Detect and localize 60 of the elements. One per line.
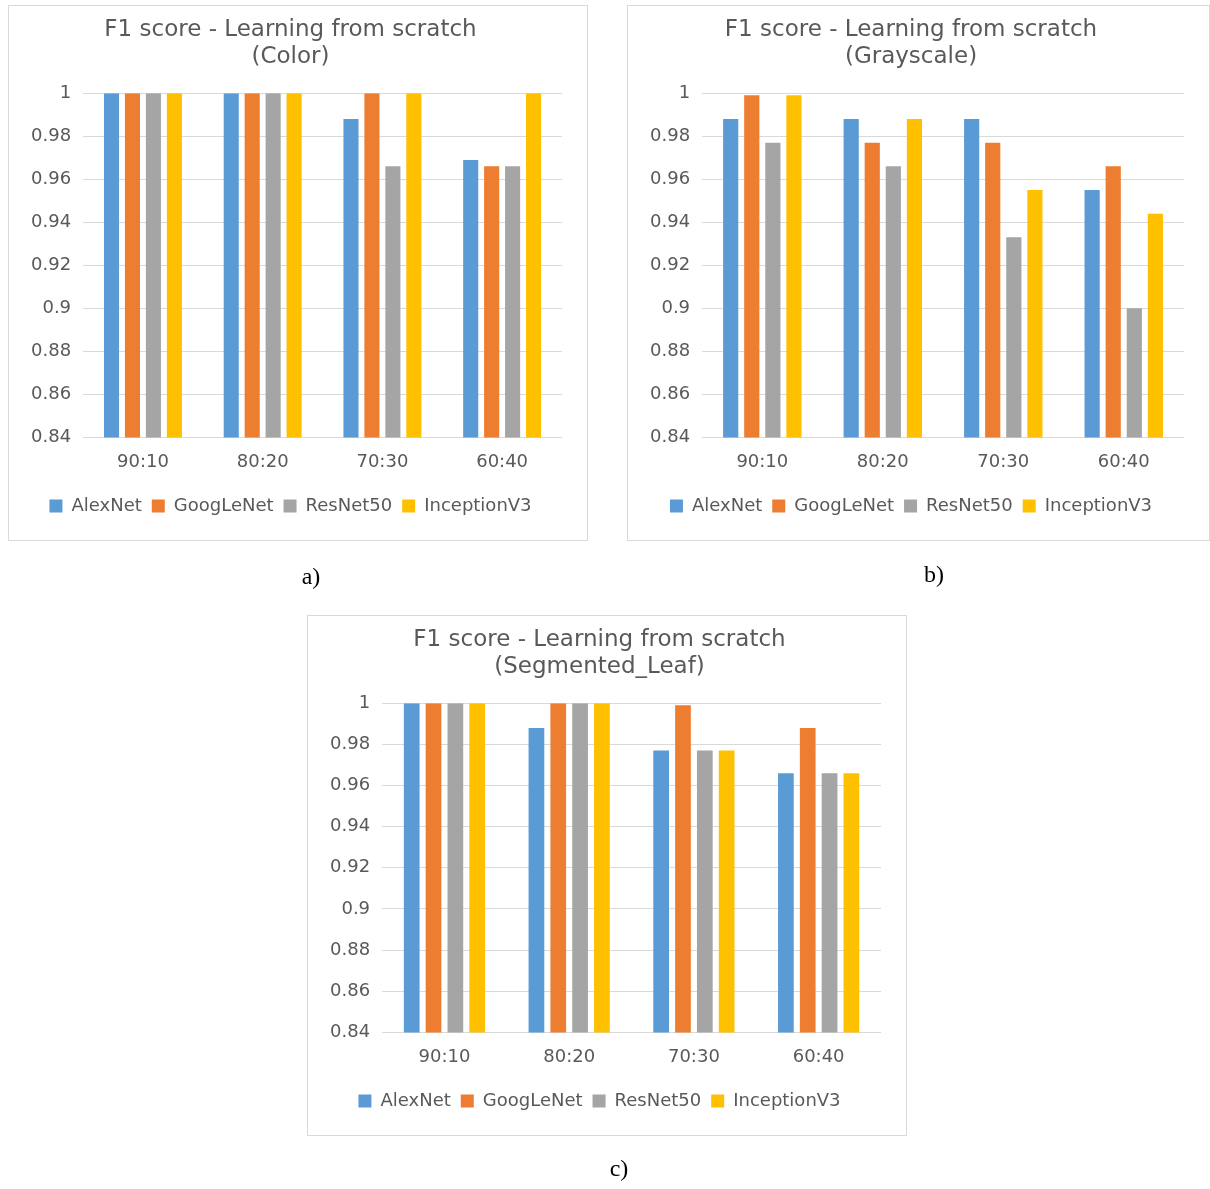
y-tick-label: 0.94 (650, 209, 691, 231)
text: (Segmented_Leaf) (494, 652, 705, 679)
y-tick-label: 0.9 (341, 896, 371, 918)
y-tick-label: 0.96 (330, 773, 371, 795)
x-tick-label: 70:30 (667, 1044, 720, 1066)
legend-label: ResNet50 (305, 493, 393, 515)
text: F1 score - Learning from scratch (724, 14, 1098, 41)
y-tick-label: 0.86 (650, 382, 691, 404)
x-tick-label: 80:20 (543, 1044, 596, 1066)
legend-label: InceptionV3 (733, 1088, 841, 1110)
x-tick-label: 80:20 (856, 449, 909, 471)
text: F1 score - Learning from scratch (104, 14, 477, 41)
legend-label: ResNet50 (614, 1088, 702, 1110)
y-tick-label: 0.88 (31, 339, 72, 361)
y-tick-label: 0.92 (330, 855, 371, 877)
x-tick-label: 80:20 (236, 449, 289, 471)
x-tick-label: 60:40 (792, 1044, 845, 1066)
y-tick-label: 0.98 (650, 123, 691, 145)
y-tick-label: 0.94 (330, 814, 371, 836)
text: c) (609, 1155, 629, 1182)
y-tick-label: 0.86 (330, 978, 371, 1000)
y-tick-label: 0.86 (31, 382, 72, 404)
legend-label: AlexNet (691, 493, 763, 515)
y-tick-label: 1 (678, 80, 691, 102)
legend-label: GoogLeNet (482, 1088, 583, 1110)
y-tick-label: 0.84 (650, 425, 691, 447)
legend-label: InceptionV3 (424, 493, 532, 515)
y-tick-label: 0.94 (31, 209, 72, 231)
x-tick-label: 90:10 (418, 1044, 471, 1066)
x-tick-label: 90:10 (117, 449, 169, 471)
y-tick-label: 1 (358, 690, 371, 712)
legend-label: GoogLeNet (794, 493, 895, 515)
legend-label: GoogLeNet (173, 493, 274, 515)
y-tick-label: 0.98 (31, 123, 72, 145)
y-tick-label: 0.84 (330, 1020, 371, 1042)
y-tick-label: 0.98 (330, 732, 371, 754)
y-tick-label: 0.84 (31, 425, 72, 447)
legend-label: InceptionV3 (1044, 493, 1153, 515)
y-tick-label: 1 (59, 80, 72, 102)
y-tick-label: 0.96 (650, 166, 691, 188)
y-tick-label: 0.92 (650, 252, 691, 274)
x-tick-label: 70:30 (977, 449, 1030, 471)
x-tick-label: 60:40 (1097, 449, 1150, 471)
text: (Grayscale) (844, 42, 978, 69)
y-tick-label: 0.9 (42, 296, 72, 317)
legend-label: AlexNet (380, 1088, 451, 1110)
text: (Color) (251, 42, 330, 69)
text: a) (301, 563, 321, 590)
y-tick-label: 0.92 (31, 252, 72, 274)
legend-label: AlexNet (71, 493, 142, 515)
legend-label: ResNet50 (926, 493, 1013, 515)
y-tick-label: 0.96 (31, 166, 72, 188)
x-tick-label: 70:30 (356, 449, 409, 471)
text: b) (924, 561, 944, 588)
text: F1 score - Learning from scratch (413, 624, 786, 651)
x-tick-label: 60:40 (476, 449, 529, 471)
y-tick-label: 0.9 (661, 296, 691, 317)
y-tick-label: 0.88 (330, 937, 371, 959)
x-tick-label: 90:10 (736, 449, 789, 471)
y-tick-label: 0.88 (650, 339, 691, 361)
